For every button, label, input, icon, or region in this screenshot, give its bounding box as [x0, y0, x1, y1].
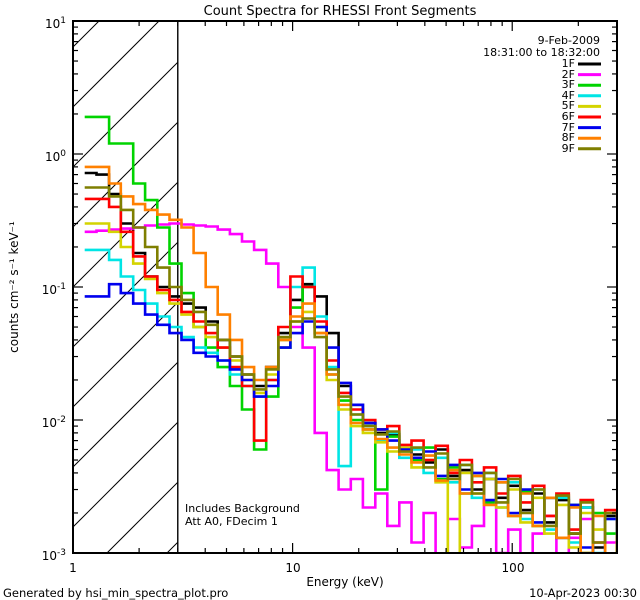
series-2F: [84, 222, 617, 553]
legend-label-3f: 3F: [561, 78, 575, 91]
legend-label-5f: 5F: [561, 99, 575, 112]
background-note: Includes Background: [185, 502, 300, 515]
observation-time-range: 18:31:00 to 18:32:00: [483, 46, 600, 59]
y-tick-label-1e-3: 10-3: [41, 548, 66, 563]
y-tick-label-1e1: 101: [44, 16, 66, 31]
chart-title: Count Spectra for RHESSI Front Segments: [203, 4, 477, 19]
legend-label-2f: 2F: [561, 68, 575, 81]
y-tick-label-1e-1: 10-1: [41, 282, 66, 297]
series-1F: [84, 171, 617, 549]
y-tick-label-1e0: 100: [44, 149, 66, 164]
legend-label-6f: 6F: [561, 110, 575, 123]
footer-credit: Generated by hsi_min_spectra_plot.pro: [3, 586, 229, 600]
y-axis-label: counts cm⁻² s⁻¹ keV⁻¹: [7, 221, 21, 353]
series-9F: [84, 186, 617, 553]
attenuator-note: Att A0, FDecim 1: [185, 515, 278, 528]
footer-timestamp: 10-Apr-2023 00:30: [529, 586, 637, 600]
x-tick-label-1: 1: [69, 561, 77, 575]
axis-ticks: [72, 20, 618, 554]
x-tick-label-10: 10: [285, 561, 301, 575]
observation-date: 9-Feb-2009: [537, 34, 600, 47]
legend-label-9f: 9F: [561, 142, 575, 155]
hatch-region: [73, 21, 179, 553]
x-axis-label: Energy (keV): [306, 575, 384, 589]
series-6F: [84, 197, 617, 544]
legend-label-8f: 8F: [561, 131, 575, 144]
x-tick-label-100: 100: [501, 561, 525, 575]
legend-label-4f: 4F: [561, 89, 575, 102]
legend-label-7f: 7F: [561, 121, 575, 134]
y-tick-label-1e-2: 10-2: [41, 415, 66, 430]
legend-label-1f: 1F: [561, 57, 575, 70]
